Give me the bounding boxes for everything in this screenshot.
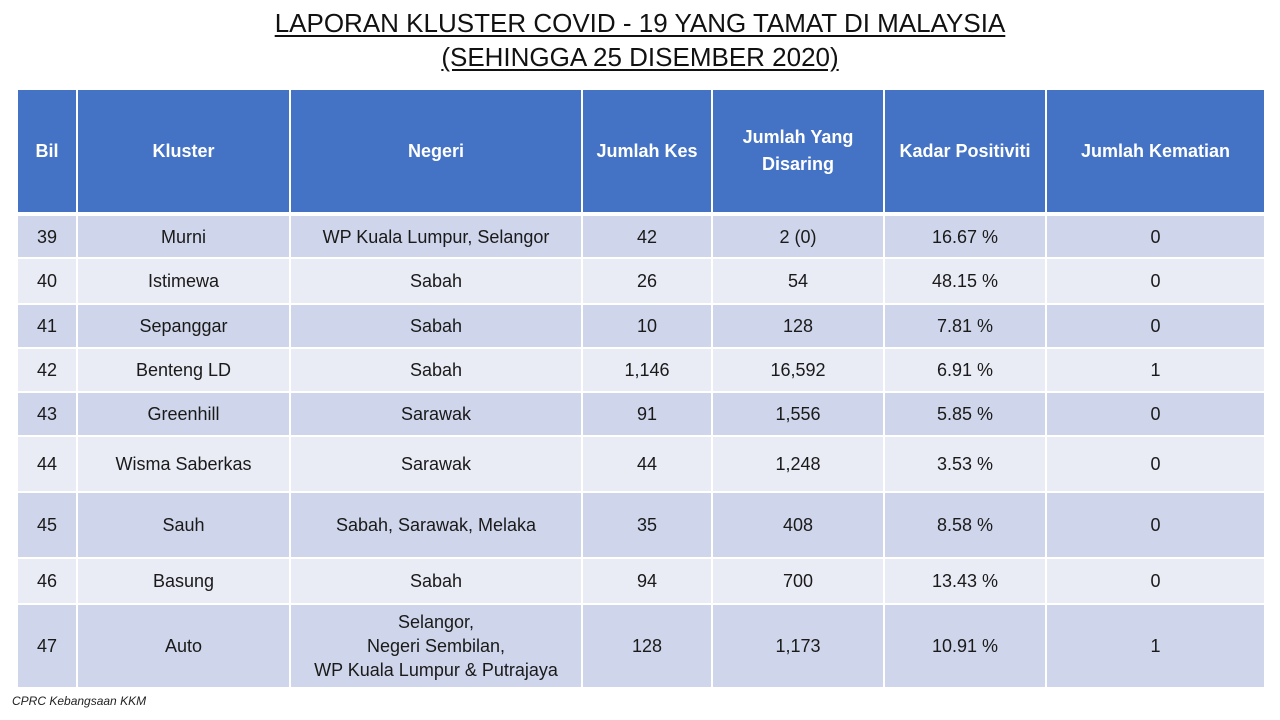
cell-bil: 42 [16, 347, 78, 393]
table-header-row: Bil Kluster Negeri Jumlah Kes Jumlah Yan… [16, 88, 1266, 215]
cell-kes: 128 [581, 603, 713, 689]
cell-kematian: 0 [1045, 491, 1266, 559]
report-title-line-1: LAPORAN KLUSTER COVID - 19 YANG TAMAT DI… [274, 8, 1006, 38]
cell-disaring: 128 [711, 303, 885, 349]
cell-kematian: 1 [1045, 347, 1266, 393]
cell-kluster: Greenhill [76, 391, 291, 437]
cell-positiviti: 5.85 % [883, 391, 1047, 437]
cell-negeri: Selangor, Negeri Sembilan, WP Kuala Lump… [289, 603, 583, 689]
table-row: 40 Istimewa Sabah 26 54 48.15 % 0 [16, 257, 1266, 305]
cell-kes: 26 [581, 257, 713, 305]
cell-negeri: Sarawak [289, 391, 583, 437]
cell-disaring: 16,592 [711, 347, 885, 393]
header-jumlah-kematian: Jumlah Kematian [1045, 88, 1266, 215]
cell-kes: 44 [581, 435, 713, 493]
cluster-table: Bil Kluster Negeri Jumlah Kes Jumlah Yan… [16, 88, 1266, 689]
table-row: 42 Benteng LD Sabah 1,146 16,592 6.91 % … [16, 347, 1266, 393]
cell-kluster: Benteng LD [76, 347, 291, 393]
cell-kluster: Basung [76, 557, 291, 605]
cell-kluster: Murni [76, 213, 291, 259]
cell-disaring: 54 [711, 257, 885, 305]
source-note: CPRC Kebangsaan KKM [12, 694, 147, 708]
header-kadar-positiviti: Kadar Positiviti [883, 88, 1047, 215]
cell-bil: 41 [16, 303, 78, 349]
cell-disaring: 1,173 [711, 603, 885, 689]
cell-disaring: 1,248 [711, 435, 885, 493]
table-row: 43 Greenhill Sarawak 91 1,556 5.85 % 0 [16, 391, 1266, 437]
cell-positiviti: 13.43 % [883, 557, 1047, 605]
cell-disaring: 2 (0) [711, 213, 885, 259]
cell-negeri: WP Kuala Lumpur, Selangor [289, 213, 583, 259]
header-kluster: Kluster [76, 88, 291, 215]
cell-kematian: 0 [1045, 435, 1266, 493]
cell-bil: 45 [16, 491, 78, 559]
cell-bil: 46 [16, 557, 78, 605]
cell-kluster: Wisma Saberkas [76, 435, 291, 493]
cell-positiviti: 10.91 % [883, 603, 1047, 689]
cell-disaring: 1,556 [711, 391, 885, 437]
cell-bil: 39 [16, 213, 78, 259]
cell-bil: 47 [16, 603, 78, 689]
cell-kes: 35 [581, 491, 713, 559]
header-jumlah-kes: Jumlah Kes [581, 88, 713, 215]
cell-kematian: 0 [1045, 257, 1266, 305]
cell-kematian: 0 [1045, 303, 1266, 349]
cell-kes: 10 [581, 303, 713, 349]
cell-bil: 44 [16, 435, 78, 493]
cell-kematian: 0 [1045, 213, 1266, 259]
cell-disaring: 700 [711, 557, 885, 605]
cell-kematian: 1 [1045, 603, 1266, 689]
cell-kes: 42 [581, 213, 713, 259]
cell-kematian: 0 [1045, 557, 1266, 605]
table-row: 45 Sauh Sabah, Sarawak, Melaka 35 408 8.… [16, 491, 1266, 559]
table-row: 44 Wisma Saberkas Sarawak 44 1,248 3.53 … [16, 435, 1266, 493]
cell-negeri: Sabah [289, 303, 583, 349]
cell-kluster: Auto [76, 603, 291, 689]
cell-positiviti: 16.67 % [883, 213, 1047, 259]
cell-kluster: Sauh [76, 491, 291, 559]
header-negeri: Negeri [289, 88, 583, 215]
cell-bil: 40 [16, 257, 78, 305]
cell-kes: 94 [581, 557, 713, 605]
cell-negeri: Sabah [289, 557, 583, 605]
cell-kluster: Sepanggar [76, 303, 291, 349]
table-row: 47 Auto Selangor, Negeri Sembilan, WP Ku… [16, 603, 1266, 689]
cell-bil: 43 [16, 391, 78, 437]
table-row: 41 Sepanggar Sabah 10 128 7.81 % 0 [16, 303, 1266, 349]
cell-positiviti: 8.58 % [883, 491, 1047, 559]
cell-kluster: Istimewa [76, 257, 291, 305]
header-bil: Bil [16, 88, 78, 215]
table-row: 46 Basung Sabah 94 700 13.43 % 0 [16, 557, 1266, 605]
cell-negeri: Sarawak [289, 435, 583, 493]
cell-kes: 1,146 [581, 347, 713, 393]
cell-positiviti: 7.81 % [883, 303, 1047, 349]
cell-positiviti: 3.53 % [883, 435, 1047, 493]
cell-kes: 91 [581, 391, 713, 437]
cell-negeri: Sabah [289, 347, 583, 393]
cell-kematian: 0 [1045, 391, 1266, 437]
cell-disaring: 408 [711, 491, 885, 559]
cell-positiviti: 6.91 % [883, 347, 1047, 393]
report-title: LAPORAN KLUSTER COVID - 19 YANG TAMAT DI… [0, 6, 1280, 74]
header-jumlah-disaring: Jumlah Yang Disaring [711, 88, 885, 215]
cell-negeri: Sabah [289, 257, 583, 305]
cell-negeri: Sabah, Sarawak, Melaka [289, 491, 583, 559]
cell-positiviti: 48.15 % [883, 257, 1047, 305]
table-row: 39 Murni WP Kuala Lumpur, Selangor 42 2 … [16, 213, 1266, 259]
report-title-line-2: (SEHINGGA 25 DISEMBER 2020) [441, 42, 839, 72]
